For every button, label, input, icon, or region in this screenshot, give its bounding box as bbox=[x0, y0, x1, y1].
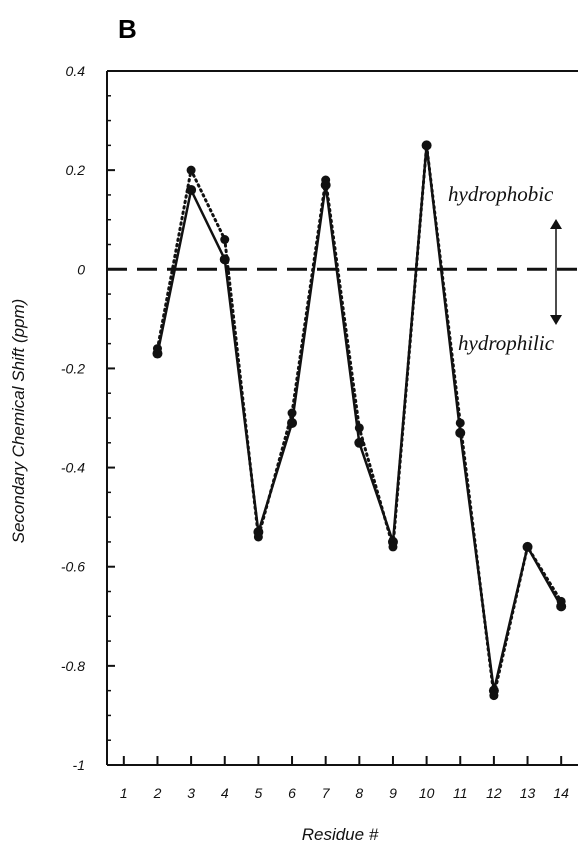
series-line-dotted bbox=[156, 143, 563, 698]
data-point-dotted bbox=[186, 165, 196, 175]
x-tick-label: 10 bbox=[419, 785, 435, 801]
x-tick-label: 13 bbox=[520, 785, 536, 801]
x-tick-label: 3 bbox=[187, 785, 195, 801]
y-tick-label: 0 bbox=[77, 261, 85, 277]
hydrophilic-annotation: hydrophilic bbox=[458, 331, 555, 355]
y-tick-label: 0.2 bbox=[66, 162, 86, 178]
y-tick-label: -1 bbox=[73, 757, 85, 773]
annotation-layer: hydrophobic hydrophilic bbox=[448, 182, 562, 355]
y-tick-label: -0.8 bbox=[61, 658, 85, 674]
y-tick-label: -0.6 bbox=[61, 559, 85, 575]
data-point-dotted bbox=[287, 408, 297, 418]
y-axis: 0.4 0.2 0 -0.2 -0.4 -0.6 -0.8 -1 bbox=[61, 63, 115, 773]
x-tick-label: 6 bbox=[288, 785, 296, 801]
data-point-dotted bbox=[489, 691, 499, 701]
y-tick-label: -0.4 bbox=[61, 460, 85, 476]
x-tick-label: 11 bbox=[453, 785, 468, 801]
data-point-dotted bbox=[152, 344, 162, 354]
data-point-dotted bbox=[253, 532, 263, 542]
x-tick-label: 4 bbox=[221, 785, 229, 801]
series-layer bbox=[152, 140, 567, 701]
data-point-dotted bbox=[388, 542, 398, 552]
x-axis-title: Residue # bbox=[302, 825, 379, 844]
plot-frame bbox=[106, 70, 578, 766]
data-point-dotted bbox=[455, 418, 465, 428]
panel-label: B bbox=[118, 14, 137, 44]
x-tick-label: 8 bbox=[355, 785, 363, 801]
data-point-dotted bbox=[422, 140, 432, 150]
x-axis: 1 2 3 4 5 6 7 8 9 10 11 12 13 14 bbox=[120, 756, 569, 801]
data-point-dotted bbox=[556, 596, 566, 606]
x-tick-label: 12 bbox=[486, 785, 502, 801]
y-tick-label: 0.4 bbox=[66, 63, 86, 79]
x-tick-label: 1 bbox=[120, 785, 128, 801]
data-point-dotted bbox=[220, 235, 230, 245]
data-point-dotted bbox=[523, 542, 533, 552]
x-tick-label: 7 bbox=[322, 785, 331, 801]
x-tick-label: 14 bbox=[553, 785, 569, 801]
x-tick-label: 2 bbox=[153, 785, 162, 801]
y-tick-label: -0.2 bbox=[61, 360, 85, 376]
hydrophobic-annotation: hydrophobic bbox=[448, 182, 554, 206]
y-axis-title: Secondary Chemical Shift (ppm) bbox=[9, 299, 28, 544]
data-point-dotted bbox=[321, 175, 331, 185]
x-tick-label: 9 bbox=[389, 785, 397, 801]
x-tick-label: 5 bbox=[254, 785, 262, 801]
data-point-dotted bbox=[354, 423, 364, 433]
